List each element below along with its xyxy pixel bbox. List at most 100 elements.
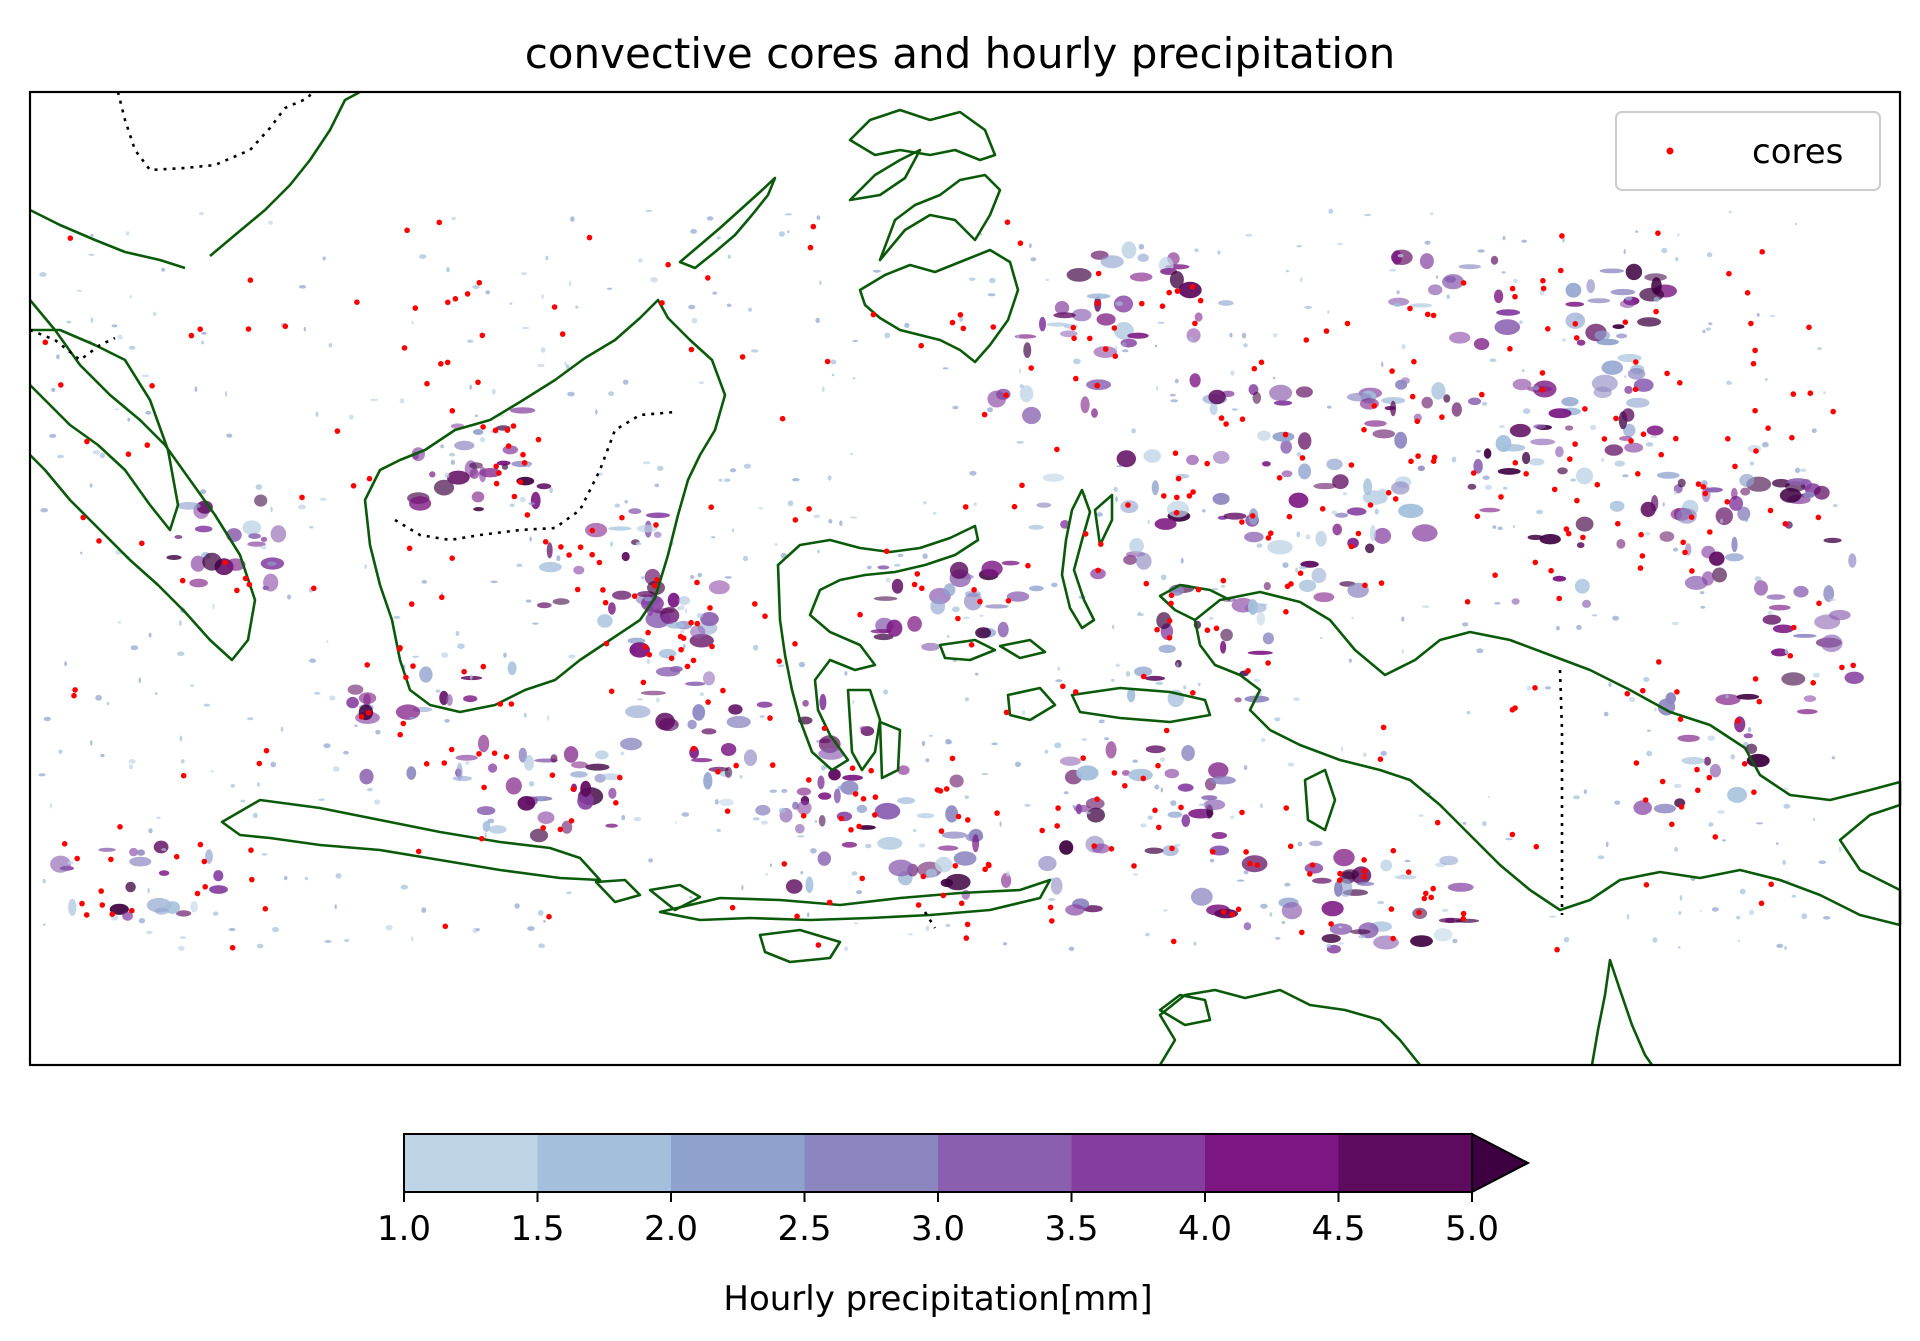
convective-core xyxy=(1492,572,1498,578)
convective-core xyxy=(1324,328,1330,334)
precipitation-cell xyxy=(287,595,291,600)
colorbar-tick-label: 5.0 xyxy=(1445,1209,1499,1249)
precipitation-cell xyxy=(1731,754,1735,760)
colorbar-segment xyxy=(538,1134,672,1192)
convective-core xyxy=(1389,368,1395,374)
convective-core xyxy=(1461,911,1467,917)
convective-core xyxy=(1169,846,1175,852)
colorbar-segment xyxy=(1339,1134,1473,1192)
precipitation-cell xyxy=(553,598,570,605)
precipitation-cell xyxy=(638,258,643,262)
precipitation-cell xyxy=(1522,452,1530,464)
convective-core xyxy=(480,333,486,339)
convective-core xyxy=(449,555,455,561)
precipitation-cell xyxy=(514,903,519,909)
convective-core xyxy=(1816,601,1822,607)
convective-core xyxy=(62,841,68,847)
precipitation-cell xyxy=(451,460,455,465)
convective-core xyxy=(181,773,187,779)
precipitation-cell xyxy=(1468,398,1481,406)
precipitation-cell xyxy=(1740,488,1750,496)
precipitation-cell xyxy=(1823,916,1830,920)
precipitation-cell xyxy=(436,689,441,692)
convective-core xyxy=(98,888,104,894)
convective-core xyxy=(792,641,798,647)
convective-core xyxy=(108,857,114,863)
precipitation-cell xyxy=(1645,532,1651,536)
precipitation-cell xyxy=(819,815,826,827)
convective-core xyxy=(1682,550,1688,556)
convective-core xyxy=(918,343,924,349)
precipitation-cell xyxy=(730,468,736,472)
convective-core xyxy=(1655,230,1661,236)
precipitation-cell xyxy=(1817,347,1822,350)
convective-core xyxy=(982,867,988,873)
convective-core xyxy=(1628,438,1634,444)
convective-core xyxy=(1164,728,1170,734)
precipitation-cell xyxy=(1385,406,1396,410)
precipitation-cell xyxy=(1452,402,1462,416)
precipitation-cell xyxy=(248,533,261,539)
precipitation-cell xyxy=(1155,518,1177,530)
precipitation-cell xyxy=(1503,236,1506,240)
precipitation-cell xyxy=(1522,369,1525,372)
precipitation-cell xyxy=(623,380,629,385)
precipitation-cell xyxy=(942,832,967,839)
precipitation-cell xyxy=(1498,468,1521,475)
precipitation-cell xyxy=(817,550,820,554)
precipitation-cell xyxy=(95,695,102,701)
precipitation-cell xyxy=(575,306,578,309)
convective-core xyxy=(1095,300,1101,306)
convective-core xyxy=(1573,321,1579,327)
convective-core xyxy=(1751,361,1757,367)
convective-core xyxy=(477,280,483,286)
precipitation-cell xyxy=(1422,397,1433,409)
precipitation-cell xyxy=(1189,337,1193,343)
precipitation-cell xyxy=(1737,694,1760,700)
precipitation-cell xyxy=(1772,479,1791,488)
convective-core xyxy=(617,775,623,781)
convective-core xyxy=(1378,756,1384,762)
precipitation-cell xyxy=(1488,796,1490,798)
precipitation-cell xyxy=(1765,378,1768,381)
convective-core xyxy=(498,701,504,707)
precipitation-cell xyxy=(1576,517,1594,532)
precipitation-cell xyxy=(226,434,232,438)
convective-core xyxy=(1475,514,1481,520)
precipitation-cell xyxy=(595,409,597,415)
precipitation-cell xyxy=(1553,576,1567,582)
convective-core xyxy=(504,754,510,760)
convective-core xyxy=(558,544,564,550)
precipitation-cell xyxy=(281,727,284,732)
precipitation-cell xyxy=(947,635,950,638)
precipitation-cell xyxy=(819,281,821,286)
precipitation-cell xyxy=(1209,617,1214,620)
precipitation-cell xyxy=(318,799,325,801)
precipitation-cell xyxy=(1213,493,1230,505)
precipitation-cell xyxy=(1106,741,1117,758)
precipitation-cell xyxy=(871,629,892,633)
convective-core xyxy=(1545,326,1551,332)
convective-core xyxy=(264,748,270,754)
convective-core xyxy=(1175,288,1181,294)
convective-core xyxy=(366,710,372,716)
convective-core xyxy=(1112,770,1118,776)
precipitation-cell xyxy=(386,925,393,930)
precipitation-cell xyxy=(58,750,62,754)
convective-core xyxy=(1640,553,1646,559)
precipitation-cell xyxy=(1707,252,1712,257)
precipitation-cell xyxy=(1147,520,1150,524)
convective-core xyxy=(848,827,854,833)
precipitation-cell xyxy=(473,429,484,435)
precipitation-cell xyxy=(622,552,630,561)
precipitation-cell xyxy=(779,231,785,237)
precipitation-cell xyxy=(1832,756,1835,759)
convective-core xyxy=(944,786,950,792)
precipitation-cell xyxy=(506,777,522,794)
precipitation-cell xyxy=(886,578,891,583)
precipitation-cell xyxy=(1633,800,1652,815)
precipitation-cell xyxy=(570,771,588,778)
convective-core xyxy=(1757,699,1763,705)
precipitation-cell xyxy=(1198,683,1201,687)
precipitation-cell xyxy=(1332,510,1337,514)
